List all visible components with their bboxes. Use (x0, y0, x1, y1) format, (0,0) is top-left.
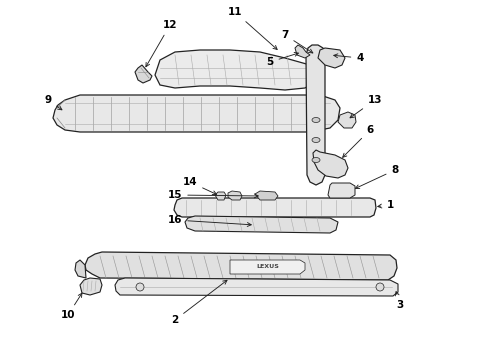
Polygon shape (230, 260, 305, 274)
Polygon shape (306, 45, 325, 185)
Text: 15: 15 (168, 190, 258, 200)
Ellipse shape (312, 158, 320, 162)
Ellipse shape (312, 138, 320, 143)
Circle shape (136, 283, 144, 291)
Polygon shape (174, 198, 376, 217)
Text: 1: 1 (378, 200, 393, 210)
Polygon shape (155, 50, 318, 90)
Polygon shape (215, 192, 226, 200)
Text: 13: 13 (350, 95, 382, 118)
Polygon shape (85, 252, 397, 280)
Text: 16: 16 (168, 215, 251, 226)
Text: 4: 4 (334, 53, 364, 63)
Text: 2: 2 (172, 280, 227, 325)
Text: LEXUS: LEXUS (257, 265, 279, 270)
Text: 9: 9 (45, 95, 62, 110)
Polygon shape (53, 95, 340, 132)
Text: 8: 8 (355, 165, 399, 189)
Polygon shape (80, 278, 102, 295)
Text: 7: 7 (281, 30, 313, 53)
Polygon shape (338, 112, 356, 128)
Text: 12: 12 (146, 20, 177, 67)
Text: 6: 6 (343, 125, 373, 157)
Polygon shape (255, 191, 278, 200)
Polygon shape (313, 150, 348, 178)
Polygon shape (75, 260, 86, 278)
Circle shape (376, 283, 384, 291)
Polygon shape (295, 45, 310, 58)
Text: 3: 3 (395, 292, 404, 310)
Text: 14: 14 (183, 177, 217, 194)
Ellipse shape (312, 117, 320, 122)
Text: 5: 5 (267, 53, 298, 67)
Polygon shape (185, 216, 338, 233)
Text: 11: 11 (228, 7, 277, 49)
Text: 10: 10 (61, 293, 82, 320)
Polygon shape (228, 191, 242, 200)
Polygon shape (328, 183, 355, 198)
Polygon shape (115, 278, 398, 296)
Polygon shape (135, 65, 152, 83)
Polygon shape (318, 48, 345, 68)
